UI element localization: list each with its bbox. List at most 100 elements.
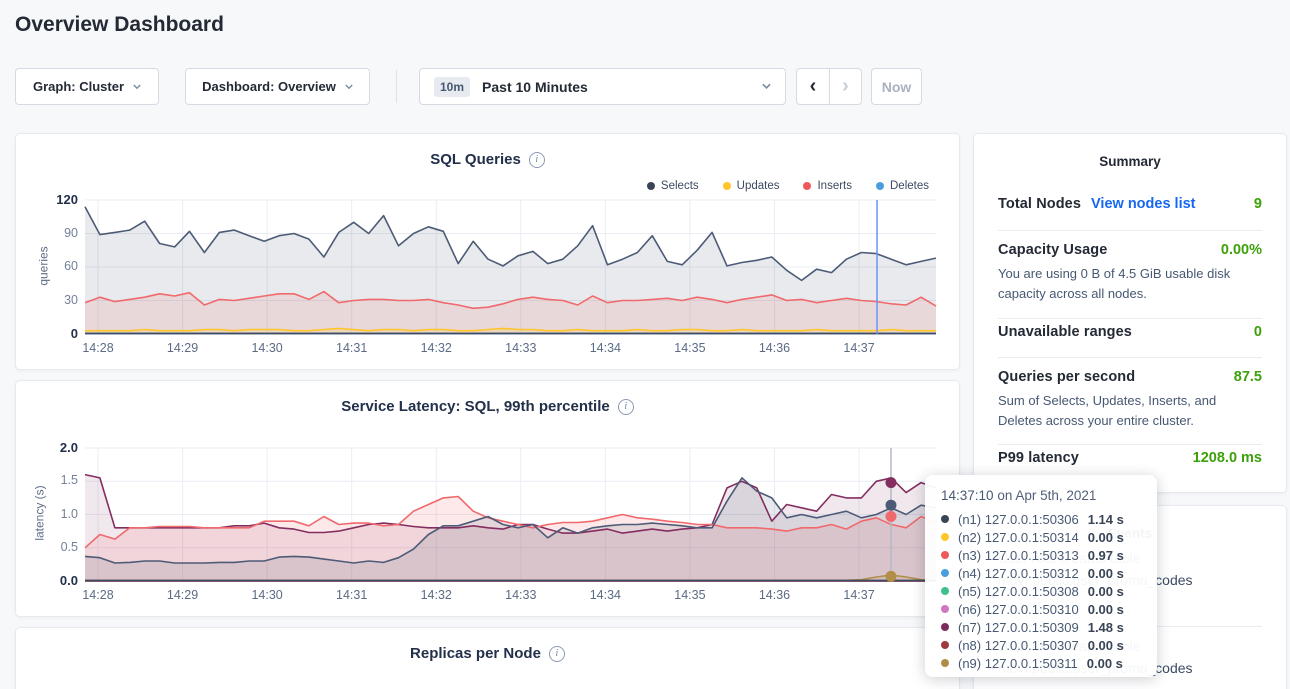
info-icon[interactable]: i: [548, 645, 565, 662]
summary-row-p99: P99 latency 1208.0 ms: [998, 450, 1262, 466]
x-axis-tick: 14:29: [166, 341, 199, 355]
tooltip-node-row: (n4) 127.0.0.1:50312 0.00 s: [941, 564, 1143, 582]
x-axis-tick: 14:32: [420, 341, 452, 355]
replicas-chart-title: Replicas per Node: [410, 645, 541, 662]
time-range-dropdown[interactable]: 10m Past 10 Minutes: [419, 68, 786, 105]
summary-panel-title: Summary: [1099, 154, 1161, 169]
capacity-usage-label: Capacity Usage: [998, 242, 1108, 258]
x-axis-tick: 14:29: [166, 588, 199, 602]
dashboard-dropdown-label: Dashboard: Overview: [202, 79, 336, 94]
x-axis-tick: 14:28: [82, 588, 114, 602]
latency-chart-plot[interactable]: [84, 447, 937, 589]
replicas-chart-card: Replicas per Node i: [15, 627, 960, 689]
qps-value: 87.5: [1233, 369, 1262, 385]
node-color-dot-icon: [941, 569, 949, 577]
tooltip-node-row: (n8) 127.0.0.1:50307 0.00 s: [941, 636, 1143, 654]
x-axis-tick: 14:36: [758, 341, 791, 355]
info-icon[interactable]: i: [528, 151, 545, 168]
capacity-usage-description: You are using 0 B of 4.5 GiB usable disk…: [998, 266, 1231, 302]
time-range-badge: 10m: [434, 76, 471, 97]
chevron-down-icon: [133, 83, 141, 89]
tooltip-node-row: (n5) 127.0.0.1:50308 0.00 s: [941, 582, 1143, 600]
node-color-dot-icon: [941, 533, 949, 541]
summary-row-unavailable-ranges: Unavailable ranges 0: [998, 324, 1262, 340]
page-title: Overview Dashboard: [15, 13, 224, 36]
legend-item-deletes: Deletes: [876, 180, 929, 192]
y-axis-tick: 1.5: [60, 473, 78, 488]
p99-latency-value: 1208.0 ms: [1192, 450, 1262, 466]
x-axis-tick: 14:33: [505, 588, 537, 602]
controls-divider: [396, 70, 397, 103]
y-axis-tick: 120: [56, 192, 78, 207]
time-range-label: Past 10 Minutes: [482, 78, 588, 95]
capacity-usage-value: 0.00%: [1220, 242, 1262, 258]
sql-queries-chart-card: SQL Queries i Selects Updates Inserts Delet…: [15, 133, 960, 370]
sql-queries-chart-title: SQL Queries: [430, 151, 521, 168]
legend-dot-icon: [876, 182, 884, 190]
x-axis-tick: 14:31: [336, 341, 368, 355]
x-axis-tick: 14:36: [758, 588, 791, 602]
node-color-dot-icon: [941, 641, 949, 649]
legend-dot-icon: [722, 182, 731, 190]
unavailable-ranges-value: 0: [1253, 324, 1262, 340]
summary-row-total-nodes: Total Nodes View nodes list 9: [998, 196, 1262, 212]
tooltip-node-row: (n2) 127.0.0.1:50314 0.00 s: [941, 528, 1143, 546]
p99-latency-label: P99 latency: [998, 450, 1079, 466]
latency-chart-title: Service Latency: SQL, 99th percentile: [341, 398, 610, 415]
graph-dropdown[interactable]: Graph: Cluster: [15, 68, 159, 105]
legend-item-selects: Selects: [646, 180, 699, 192]
x-axis-tick: 14:34: [589, 588, 621, 602]
graph-dropdown-label: Graph: Cluster: [32, 79, 124, 94]
x-axis-tick: 14:32: [420, 588, 452, 602]
y-axis-tick: 90: [64, 225, 78, 240]
x-axis-tick: 14:28: [82, 341, 114, 355]
node-color-dot-icon: [941, 515, 949, 523]
node-color-dot-icon: [941, 587, 949, 595]
node-color-dot-icon: [941, 659, 949, 667]
x-axis-tick: 14:34: [589, 341, 621, 355]
tooltip-timestamp: 14:37:10 on Apr 5th, 2021: [941, 488, 1097, 503]
y-axis-tick: 2.0: [59, 440, 78, 455]
chevron-down-icon: [345, 83, 353, 89]
latency-chart-card: Service Latency: SQL, 99th percentile i …: [15, 380, 960, 617]
y-axis-tick: 60: [64, 259, 78, 273]
tooltip-node-row: (n6) 127.0.0.1:50310 0.00 s: [941, 600, 1143, 618]
y-axis-tick: 1.0: [60, 506, 78, 521]
total-nodes-value: 9: [1253, 196, 1262, 212]
x-axis-tick: 14:35: [674, 588, 706, 602]
x-axis-tick: 14:33: [505, 341, 537, 355]
tooltip-node-row: (n9) 127.0.0.1:50311 0.00 s: [941, 654, 1143, 672]
x-axis-tick: 14:35: [674, 341, 706, 355]
legend-item-updates: Updates: [722, 180, 779, 192]
qps-description: Sum of Selects, Updates, Inserts, and De…: [998, 393, 1217, 429]
node-color-dot-icon: [941, 623, 949, 631]
total-nodes-label: Total Nodes: [998, 196, 1082, 212]
x-axis-tick: 14:30: [251, 341, 283, 355]
y-axis-tick: 30: [64, 292, 78, 307]
unavailable-ranges-label: Unavailable ranges: [998, 324, 1132, 340]
y-axis-tick: 0: [70, 326, 78, 341]
dashboard-dropdown[interactable]: Dashboard: Overview: [185, 68, 370, 105]
info-icon[interactable]: i: [617, 398, 634, 415]
x-axis-tick: 14:37: [843, 341, 875, 355]
prev-range-button[interactable]: ‹: [809, 75, 817, 97]
time-step-controls: ‹ ›: [796, 68, 862, 105]
node-color-dot-icon: [941, 605, 949, 613]
summary-row-qps: Queries per second 87.5: [998, 369, 1262, 385]
y-axis-tick: 0.0: [59, 573, 78, 588]
sql-chart-plot[interactable]: [84, 199, 937, 342]
node-color-dot-icon: [941, 551, 949, 559]
x-axis-tick: 14:37: [843, 588, 875, 602]
next-range-button[interactable]: ›: [828, 69, 861, 104]
tooltip-node-row: (n7) 127.0.0.1:50309 1.48 s: [941, 618, 1143, 636]
view-nodes-list-link[interactable]: View nodes list: [1091, 196, 1196, 212]
legend-item-inserts: Inserts: [803, 180, 852, 192]
x-axis-tick: 14:30: [251, 588, 283, 602]
chevron-down-icon: [762, 83, 771, 89]
qps-label: Queries per second: [998, 369, 1136, 385]
chart-hover-tooltip: 14:37:10 on Apr 5th, 2021 (n1) 127.0.0.1…: [925, 475, 1157, 677]
sql-queries-legend: Selects Updates Inserts Deletes: [646, 180, 929, 192]
now-button[interactable]: Now: [871, 68, 922, 105]
x-axis-tick: 14:31: [336, 588, 368, 602]
